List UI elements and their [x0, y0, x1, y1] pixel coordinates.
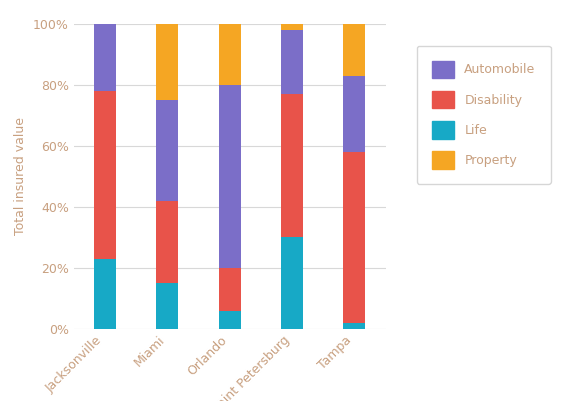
- Bar: [219, 85, 240, 268]
- Bar: [94, 24, 116, 91]
- Bar: [344, 76, 365, 152]
- Bar: [219, 310, 240, 329]
- Bar: [156, 100, 178, 201]
- Legend: Automobile, Disability, Life, Property: Automobile, Disability, Life, Property: [417, 46, 551, 184]
- Bar: [94, 91, 116, 259]
- Bar: [344, 323, 365, 329]
- Bar: [344, 152, 365, 323]
- Bar: [281, 30, 303, 94]
- Bar: [344, 24, 365, 76]
- Bar: [219, 24, 240, 85]
- Bar: [281, 24, 303, 30]
- Bar: [94, 259, 116, 329]
- Bar: [281, 237, 303, 329]
- Bar: [156, 283, 178, 329]
- Bar: [156, 201, 178, 283]
- Bar: [156, 24, 178, 100]
- Bar: [219, 268, 240, 310]
- Y-axis label: Total insured value: Total insured value: [14, 117, 27, 235]
- Bar: [281, 94, 303, 237]
